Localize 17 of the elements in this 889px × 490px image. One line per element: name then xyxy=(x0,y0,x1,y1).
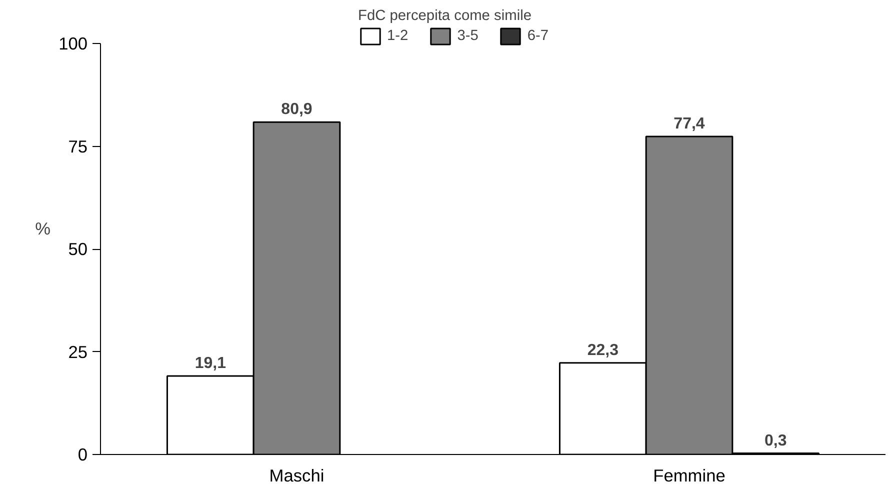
y-tick-label: 25 xyxy=(68,342,88,362)
data-label: 77,4 xyxy=(674,115,705,132)
legend-label: 1-2 xyxy=(387,27,408,46)
legend-label: 6-7 xyxy=(527,27,549,46)
data-label: 80,9 xyxy=(281,101,312,118)
x-tick-label: Maschi xyxy=(269,466,324,486)
y-tick-label: 100 xyxy=(58,34,88,54)
data-label: 22,3 xyxy=(587,342,619,359)
data-label: 19,1 xyxy=(194,355,226,372)
y-tick-label: 75 xyxy=(68,136,88,156)
y-axis-title: % xyxy=(35,218,51,238)
y-tick-label: 0 xyxy=(78,444,88,464)
data-label: 0,3 xyxy=(764,432,787,450)
legend-title: FdC percepita come simile xyxy=(358,8,532,24)
x-tick-label: Femmine xyxy=(653,466,726,486)
y-tick-label: 50 xyxy=(68,239,88,260)
legend-label: 3-5 xyxy=(457,27,478,46)
